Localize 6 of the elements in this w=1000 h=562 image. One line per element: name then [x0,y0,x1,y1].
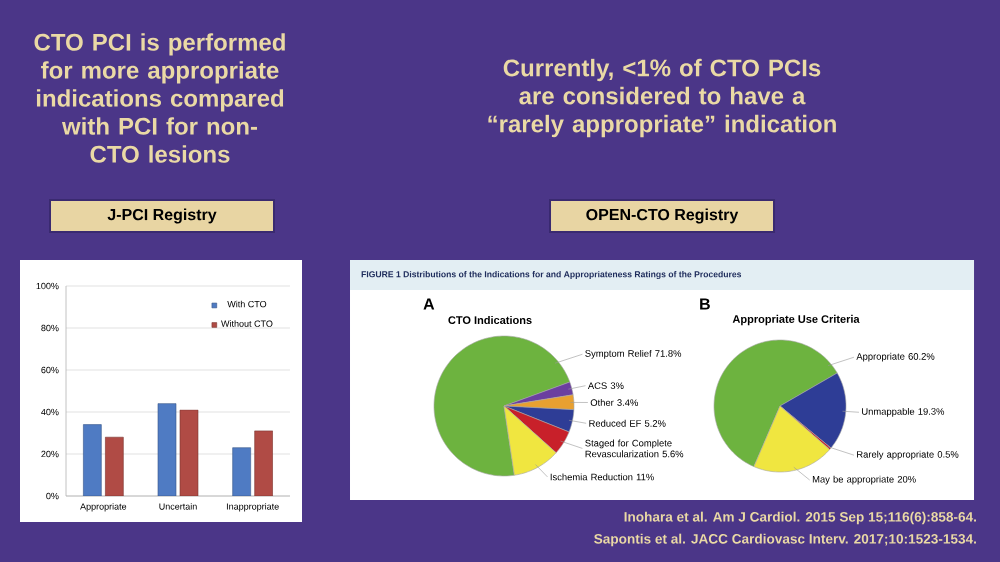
text: OPEN-CTO Registry [586,208,739,224]
text: B [700,298,710,310]
text: A [423,298,435,310]
text: CTO PCI is performed for more appropriate indications compared with PCI for non-CTO lesions [34,33,285,163]
text: Currently, <1% of CTO PCIs are considered to have a “rarely appropriate” indication [488,58,836,138]
chart-title: J-PCI Registry [107,208,217,224]
